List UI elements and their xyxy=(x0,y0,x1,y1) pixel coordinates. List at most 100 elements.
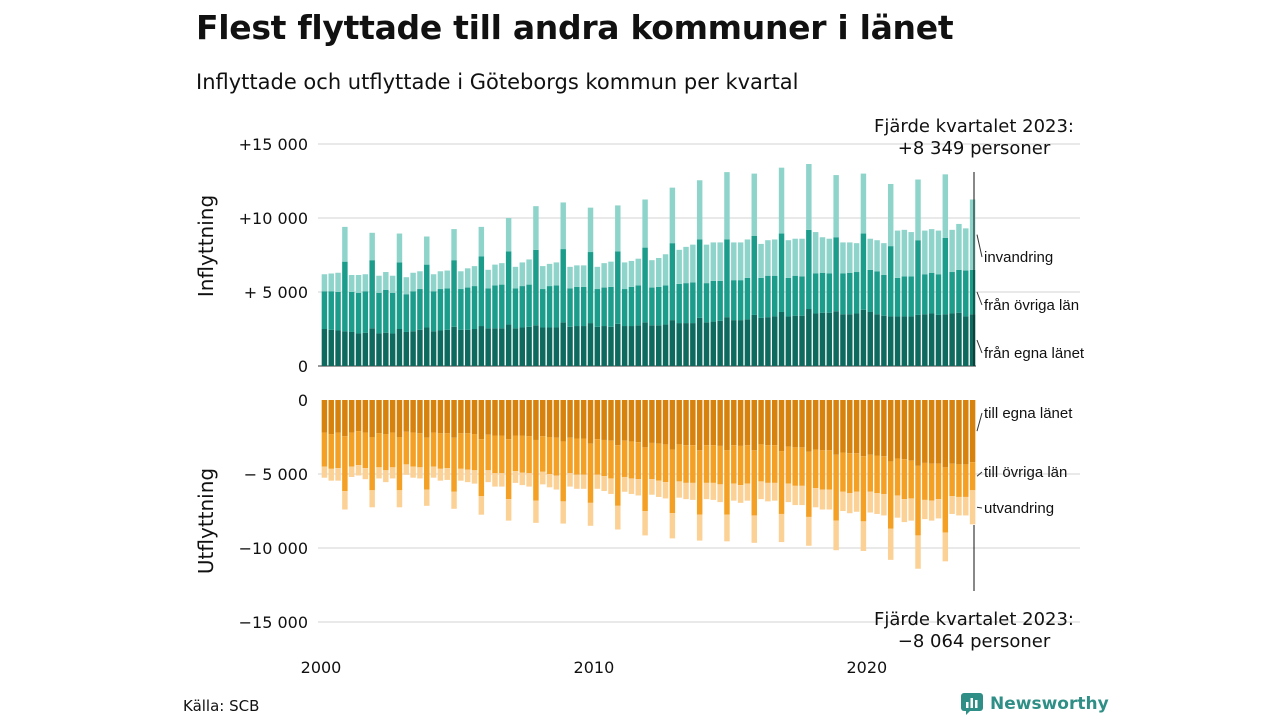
bar-segment xyxy=(430,274,437,292)
y-tick-label: + 5 000 xyxy=(244,283,308,302)
y-tick-label: +10 000 xyxy=(239,209,308,228)
bar-segment xyxy=(362,274,369,292)
bar-segment xyxy=(362,468,369,480)
bar-segment xyxy=(731,483,737,501)
bar-segment xyxy=(424,489,430,506)
bar-segment xyxy=(806,451,812,517)
bar-segment xyxy=(424,400,430,438)
bar-segment xyxy=(533,249,539,326)
bar-segment xyxy=(348,400,355,433)
bar-segment xyxy=(819,237,826,273)
bar-segment xyxy=(744,277,751,320)
bar-segment xyxy=(785,240,792,278)
bar-segment xyxy=(464,268,471,288)
bar-segment xyxy=(608,261,614,287)
bar-segment xyxy=(587,323,594,366)
bar-segment xyxy=(587,443,594,503)
bar-segment xyxy=(969,462,976,491)
bar-segment xyxy=(328,468,334,481)
bar-segment xyxy=(410,400,416,433)
bar-segment xyxy=(458,329,464,366)
bar-segment xyxy=(908,460,914,499)
bar-segment xyxy=(335,330,341,366)
bar-segment xyxy=(574,438,580,475)
bar-segment xyxy=(826,489,833,510)
bar-segment xyxy=(424,236,430,265)
bar-segment xyxy=(342,261,348,332)
bar-segment xyxy=(690,400,696,446)
bar-segment xyxy=(894,316,901,366)
bar-segment xyxy=(833,454,839,521)
bar-segment xyxy=(751,173,757,236)
bar-segment xyxy=(812,273,819,314)
bar-segment xyxy=(567,266,573,289)
series-label: till egna länet xyxy=(984,405,1073,422)
bar-segment xyxy=(662,254,669,286)
bar-segment xyxy=(355,400,362,432)
newsworthy-logo-icon xyxy=(961,693,983,715)
bar-segment xyxy=(928,229,935,273)
bar-segment xyxy=(935,499,942,519)
bar-segment xyxy=(819,272,826,313)
bar-segment xyxy=(642,511,648,536)
bar-segment xyxy=(478,496,485,515)
bar-segment xyxy=(369,328,375,366)
bar-segment xyxy=(949,229,955,273)
bar-segment xyxy=(533,500,539,523)
bar-segment xyxy=(942,400,949,468)
bar-segment xyxy=(403,277,410,295)
bar-segment xyxy=(922,499,928,520)
bar-segment xyxy=(587,400,594,444)
bar-segment xyxy=(744,239,751,278)
bar-segment xyxy=(471,266,478,287)
bar-segment xyxy=(771,239,778,276)
bar-segment xyxy=(621,440,628,477)
bar-segment xyxy=(819,400,826,451)
bar-segment xyxy=(744,319,751,366)
bar-segment xyxy=(853,313,860,366)
bar-segment xyxy=(471,400,478,435)
bar-segment xyxy=(724,514,730,542)
bar-segment xyxy=(396,490,403,508)
bar-segment xyxy=(553,327,560,366)
bar-segment xyxy=(928,500,935,521)
bar-segment xyxy=(642,247,648,323)
bar-segment xyxy=(546,400,553,437)
bar-segment xyxy=(690,323,696,366)
bar-segment xyxy=(519,262,526,287)
bar-segment xyxy=(546,327,553,366)
bar-segment xyxy=(574,286,580,327)
bar-segment xyxy=(737,280,744,321)
bar-segment xyxy=(751,314,757,366)
bar-segment xyxy=(621,289,628,327)
bar-segment xyxy=(778,233,785,312)
bar-segment xyxy=(758,444,764,482)
bar-segment xyxy=(458,289,464,330)
bar-segment xyxy=(683,246,689,284)
bar-segment xyxy=(656,480,662,497)
bar-segment xyxy=(628,286,635,327)
bar-segment xyxy=(758,400,764,445)
bar-segment xyxy=(587,502,594,526)
bar-segment xyxy=(451,400,457,438)
bar-segment xyxy=(696,317,703,366)
y-ticks-bottom: 0 − 5 000 −10 000 −15 000 xyxy=(239,391,308,632)
bar-segment xyxy=(533,400,539,440)
bar-segment xyxy=(492,285,498,329)
brand-logo-link[interactable]: Newsworthy xyxy=(960,692,1109,716)
bar-segment xyxy=(969,400,976,463)
bar-segment xyxy=(560,249,566,323)
bar-segment xyxy=(853,491,860,512)
bar-segment xyxy=(928,313,935,366)
bar-segment xyxy=(362,400,369,433)
bar-segment xyxy=(403,431,410,465)
bar-segment xyxy=(942,467,949,533)
bar-segment xyxy=(853,272,860,314)
bar-segment xyxy=(949,400,955,464)
bar-segment xyxy=(574,400,580,439)
bar-segment xyxy=(362,291,369,333)
bar-segment xyxy=(505,400,512,440)
bar-segment xyxy=(628,441,635,479)
bar-segment xyxy=(560,501,566,524)
bar-segment xyxy=(751,450,757,516)
